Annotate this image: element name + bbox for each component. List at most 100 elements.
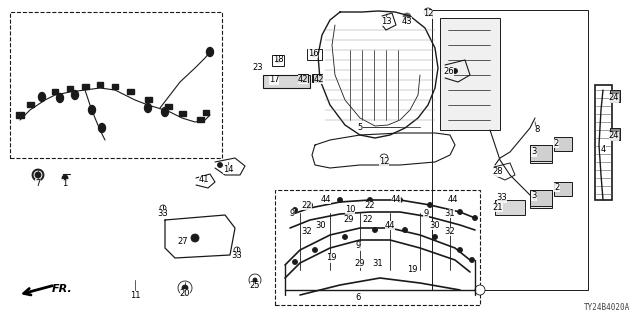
Ellipse shape — [145, 103, 152, 113]
Bar — [272, 55, 284, 66]
Text: 32: 32 — [301, 227, 312, 236]
Bar — [554, 137, 572, 151]
Bar — [16, 112, 24, 118]
Text: 14: 14 — [223, 164, 233, 173]
Text: 21: 21 — [493, 203, 503, 212]
Ellipse shape — [161, 108, 168, 116]
Circle shape — [178, 281, 192, 295]
Bar — [165, 104, 172, 109]
Text: 18: 18 — [273, 55, 284, 65]
Circle shape — [35, 172, 41, 178]
Circle shape — [253, 278, 257, 282]
Text: 9: 9 — [424, 209, 429, 218]
Text: 20: 20 — [180, 289, 190, 298]
Circle shape — [472, 215, 477, 220]
Text: 33: 33 — [232, 252, 243, 260]
Circle shape — [307, 203, 312, 207]
Circle shape — [424, 8, 432, 16]
Text: 29: 29 — [355, 259, 365, 268]
Circle shape — [372, 228, 378, 233]
Text: 24: 24 — [609, 93, 620, 102]
Text: 13: 13 — [381, 17, 391, 26]
Text: 5: 5 — [357, 123, 363, 132]
Text: 27: 27 — [178, 237, 188, 246]
Bar — [52, 89, 58, 94]
Text: 24: 24 — [609, 132, 620, 140]
Bar — [610, 90, 620, 102]
Text: 19: 19 — [326, 253, 336, 262]
Ellipse shape — [99, 124, 106, 132]
Text: 17: 17 — [269, 76, 279, 84]
Text: 8: 8 — [534, 125, 540, 134]
Bar — [10, 12, 222, 158]
Text: 12: 12 — [379, 156, 389, 165]
Circle shape — [458, 247, 463, 252]
Text: 43: 43 — [402, 17, 412, 26]
Circle shape — [182, 285, 188, 291]
Text: 11: 11 — [130, 291, 140, 300]
Text: 1: 1 — [62, 179, 68, 188]
Text: TY24B4020A: TY24B4020A — [584, 303, 630, 312]
Text: 30: 30 — [429, 220, 440, 229]
Text: 22: 22 — [301, 201, 312, 210]
Bar — [530, 190, 552, 208]
Circle shape — [475, 285, 485, 295]
Circle shape — [218, 163, 223, 167]
Bar — [610, 128, 620, 140]
Ellipse shape — [38, 92, 45, 101]
Bar — [298, 74, 308, 82]
Text: 12: 12 — [423, 10, 433, 19]
Text: 33: 33 — [497, 194, 508, 203]
Text: 33: 33 — [157, 209, 168, 218]
Text: 29: 29 — [344, 215, 355, 225]
Bar — [67, 86, 73, 91]
Text: 44: 44 — [448, 195, 458, 204]
Text: 42: 42 — [314, 75, 324, 84]
Circle shape — [337, 197, 342, 203]
Text: 44: 44 — [385, 220, 396, 229]
Circle shape — [249, 274, 261, 286]
Text: 6: 6 — [355, 293, 361, 302]
Text: 16: 16 — [308, 49, 318, 58]
Circle shape — [34, 171, 42, 179]
Bar — [312, 74, 322, 82]
Circle shape — [292, 260, 298, 265]
Bar — [530, 190, 552, 206]
Text: FR.: FR. — [52, 284, 73, 294]
Circle shape — [160, 205, 166, 211]
Bar — [263, 75, 310, 88]
Text: 9: 9 — [355, 242, 360, 251]
Circle shape — [458, 210, 463, 214]
Text: 9: 9 — [289, 209, 294, 218]
Bar — [82, 84, 89, 89]
Bar — [530, 145, 552, 161]
Circle shape — [367, 197, 372, 203]
Bar — [530, 145, 552, 163]
Circle shape — [470, 258, 474, 262]
Text: 22: 22 — [363, 215, 373, 225]
Circle shape — [342, 235, 348, 239]
Ellipse shape — [72, 91, 79, 100]
Circle shape — [191, 234, 199, 242]
Bar — [495, 200, 525, 215]
Text: 31: 31 — [372, 259, 383, 268]
Text: 2: 2 — [554, 182, 559, 191]
Bar — [440, 18, 500, 130]
Text: 19: 19 — [407, 266, 417, 275]
Bar — [307, 49, 322, 60]
Bar — [127, 89, 134, 94]
Text: 3: 3 — [531, 148, 537, 156]
Circle shape — [452, 68, 458, 74]
Circle shape — [312, 247, 317, 252]
Text: 32: 32 — [445, 227, 455, 236]
Text: 41: 41 — [199, 175, 209, 185]
Text: 26: 26 — [444, 68, 454, 76]
Text: 44: 44 — [391, 195, 401, 204]
Text: 42: 42 — [298, 75, 308, 84]
Text: 44: 44 — [321, 195, 332, 204]
Text: 3: 3 — [531, 191, 537, 201]
Text: 2: 2 — [554, 139, 559, 148]
Bar — [27, 102, 34, 107]
Ellipse shape — [88, 106, 95, 115]
Circle shape — [397, 197, 403, 203]
